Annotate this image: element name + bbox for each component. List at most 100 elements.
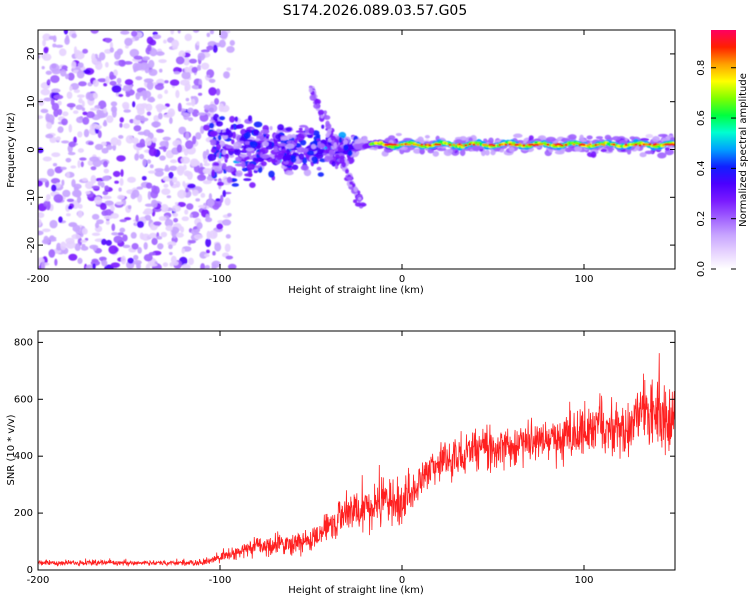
spectral-blob [151,199,158,208]
spectral-blob [211,260,221,268]
spectral-blob [171,176,178,183]
spectral-blob [85,190,91,195]
spectral-blob [185,113,191,117]
spectral-blob [208,230,218,240]
spectral-blob [131,189,140,198]
spectral-blob [55,44,64,48]
spectral-blob [77,131,83,138]
spectral-blob [212,44,218,53]
spectral-blob [101,147,109,154]
spectral-blob [60,241,67,251]
spectrogram-marks [38,30,675,269]
spectral-blob [73,136,77,144]
spectral-blob [574,145,583,152]
spectral-blob [604,134,612,141]
spectral-blob [452,143,456,146]
spectral-blob [303,169,312,177]
spectral-blob [76,70,85,79]
spectral-blob [65,171,70,179]
spectral-blob [104,61,109,68]
spectral-blob [344,168,349,174]
spectral-blob [261,141,269,147]
spectral-blob [343,139,349,145]
spectral-blob [488,137,494,144]
spectral-blob [339,157,345,165]
spectral-blob [114,180,120,184]
spectral-blob [427,149,434,154]
spectrogram-xlabel: Height of straight line (km) [288,285,424,296]
spectral-blob [323,110,327,115]
spectral-blob [105,75,110,84]
spectral-blob [331,160,336,167]
spectral-blob [206,249,210,254]
spectral-blob [311,156,318,163]
spectral-blob [634,143,638,146]
spectral-blob [255,165,261,169]
spectral-blob [38,115,44,120]
spectral-blob [57,108,63,116]
spectral-blob [181,263,191,269]
spectral-blob [200,263,206,269]
snr-panel: -200 -100 0 100 0 200 400 600 800 Height of stra… [6,330,676,596]
spectral-blob [215,88,221,96]
spectral-blob [120,169,124,177]
spectral-blob [113,69,118,77]
spectral-blob [168,171,174,179]
spectral-blob [65,34,70,42]
spectral-blob [66,91,73,99]
colorbar-tick-label: 0.6 [696,110,707,126]
spectral-blob [582,143,586,146]
spectral-blob [388,135,396,140]
spectral-blob [216,181,225,187]
spectral-blob [151,185,158,194]
spectral-blob [90,30,99,34]
spectral-blob [579,134,584,142]
snr-frame [37,330,676,571]
spectral-blob [245,131,251,139]
spectral-blob [164,89,169,95]
spectral-blob [76,116,84,124]
spectral-blob [438,143,442,146]
spectral-blob [45,194,51,201]
spectral-blob [233,148,241,156]
spectral-blob [135,63,144,71]
spectral-blob [133,254,139,261]
spectral-blob [351,183,356,188]
spectral-blob [285,127,293,132]
spectral-blob [178,67,183,73]
colorbar-tick-label: 0.2 [696,211,707,227]
y-tick-label: 20 [26,48,37,61]
spectral-blob [137,131,147,136]
snr-xlabel: Height of straight line (km) [288,585,424,596]
spectral-blob [245,147,255,152]
spectral-blob [162,136,171,141]
spectral-blob [86,111,95,119]
spectral-blob [158,112,163,120]
spectral-blob [608,148,613,153]
spectral-blob [91,57,98,64]
spectral-blob [111,232,119,236]
spectral-blob [89,107,98,111]
spectral-blob [301,148,309,153]
x-tick-label: 0 [399,575,405,586]
spectral-blob [147,170,156,174]
spectral-blob [52,35,57,43]
spectral-blob [40,88,51,96]
spectral-blob [209,122,215,129]
spectral-blob [69,85,73,92]
spectral-blob [247,172,253,178]
spectral-blob [53,94,64,100]
spectral-blob [210,140,217,146]
spectral-blob [149,164,154,169]
spectral-blob [204,265,210,269]
spectral-blob [124,217,132,221]
spectral-blob [73,189,82,198]
spectral-blob [186,203,194,210]
spectral-blob [163,183,169,188]
spectral-blob [71,33,77,39]
spectral-blob [48,249,56,258]
spectral-blob [81,100,85,108]
spectral-blob [148,263,158,267]
spectral-blob [291,164,299,171]
spectral-blob [79,157,87,161]
